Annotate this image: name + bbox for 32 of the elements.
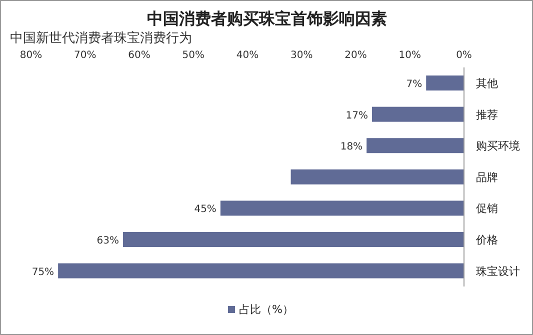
bar: [123, 232, 464, 247]
bar: [372, 106, 464, 122]
bar: [290, 169, 464, 184]
x-tick-label: 10%: [398, 50, 421, 61]
chart-title: 中国消费者购买珠宝首饰影响因素: [147, 9, 387, 28]
y-tick-label: 购买环境: [476, 140, 520, 153]
y-tick-label: 推荐: [476, 108, 498, 122]
data-label: 45%: [194, 204, 216, 216]
y-tick-label: 价格: [475, 234, 498, 246]
data-label: 75%: [32, 266, 54, 278]
bar: [366, 138, 464, 154]
y-tick-label: 其他: [476, 77, 498, 90]
x-tick-label: 50%: [182, 50, 204, 61]
bar: [426, 76, 464, 90]
y-tick-label: 促销: [476, 202, 498, 216]
data-label: 18%: [340, 142, 363, 153]
x-tick-label: 40%: [236, 50, 259, 61]
x-tick-label: 80%: [20, 50, 42, 61]
bar: [58, 263, 464, 278]
x-tick-label: 60%: [128, 50, 150, 61]
data-label: 7%: [406, 79, 422, 90]
data-label: 63%: [96, 236, 120, 246]
bar: [220, 200, 464, 216]
x-tick-label: 20%: [344, 50, 367, 61]
y-tick-label: 珠宝设计: [476, 264, 520, 278]
chart-subtitle: 中国新世代消费者珠宝消费行为: [10, 30, 192, 46]
y-tick-label: 品牌: [476, 170, 498, 184]
data-label: 17%: [346, 110, 368, 122]
x-tick-label: 0%: [456, 50, 472, 61]
legend-label: 占比（%）: [239, 303, 294, 316]
x-tick-label: 30%: [290, 50, 313, 61]
x-tick-label: 70%: [74, 50, 96, 61]
